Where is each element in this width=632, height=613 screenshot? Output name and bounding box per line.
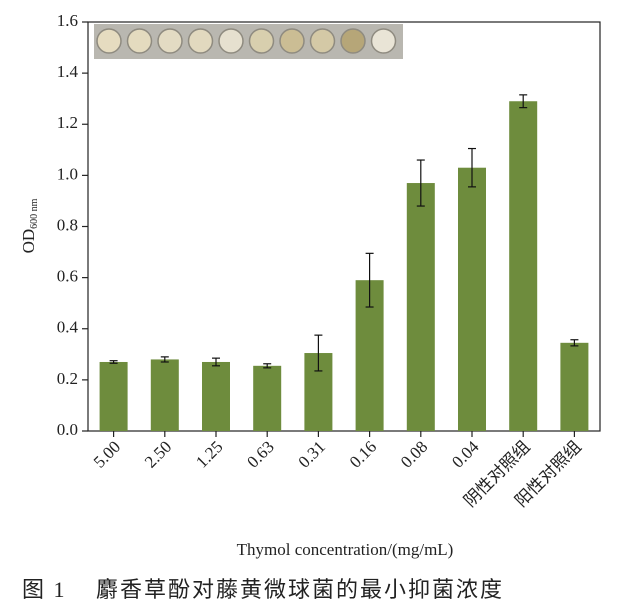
error-bar xyxy=(109,360,118,364)
y-tick-label: 1.6 xyxy=(57,11,78,30)
well xyxy=(126,28,153,54)
error-bar xyxy=(160,356,169,363)
error-bar xyxy=(212,357,220,367)
x-tick-label: 5.00 xyxy=(90,437,124,471)
well xyxy=(340,28,366,54)
error-bar xyxy=(314,334,323,372)
bar xyxy=(253,365,282,431)
x-tick-label: 0.16 xyxy=(346,437,380,471)
error-bar xyxy=(519,94,528,109)
well xyxy=(279,28,305,54)
y-tick-label: 1.4 xyxy=(57,62,79,81)
x-tick-label: 0.63 xyxy=(243,437,277,471)
y-axis-title: OD600 nm xyxy=(19,198,40,253)
x-tick-label: 2.50 xyxy=(141,437,175,471)
well xyxy=(218,28,244,54)
bar xyxy=(509,101,538,432)
x-tick-label: 0.31 xyxy=(295,437,329,471)
x-tick-label: 0.04 xyxy=(448,437,483,472)
bar xyxy=(406,183,435,431)
x-axis-title: Thymol concentration/(mg/mL) xyxy=(237,540,454,559)
y-tick-label: 0.6 xyxy=(57,267,78,286)
y-tick-label: 0.0 xyxy=(57,420,78,439)
x-tick-label: 1.25 xyxy=(192,437,226,471)
well-photo xyxy=(94,24,403,59)
error-bar xyxy=(365,252,374,308)
y-tick-label: 1.2 xyxy=(57,113,78,132)
x-tick-label: 0.08 xyxy=(397,437,431,471)
caption-label: 图 1 xyxy=(22,577,67,602)
error-bar xyxy=(263,363,272,369)
y-tick-label: 0.8 xyxy=(57,215,78,234)
well xyxy=(96,28,122,54)
well xyxy=(309,28,336,54)
y-tick-label: 0.2 xyxy=(57,369,78,388)
well xyxy=(370,28,397,54)
bar xyxy=(150,359,179,431)
well xyxy=(187,28,214,54)
bar xyxy=(458,167,486,432)
y-axis-title-sub: 600 nm xyxy=(29,198,40,229)
error-bar xyxy=(416,159,425,207)
error-bar xyxy=(570,339,579,347)
y-tick-label: 0.4 xyxy=(57,318,79,337)
bar xyxy=(202,361,230,431)
caption-text: 麝香草酚对藤黄微球菌的最小抑菌浓度 xyxy=(96,577,504,602)
y-axis-title-main: OD xyxy=(19,229,38,254)
well xyxy=(248,28,275,54)
error-bar xyxy=(468,147,476,188)
y-tick-label: 1.0 xyxy=(57,164,78,183)
well xyxy=(157,28,183,54)
bar xyxy=(99,361,128,431)
bar xyxy=(560,342,589,431)
